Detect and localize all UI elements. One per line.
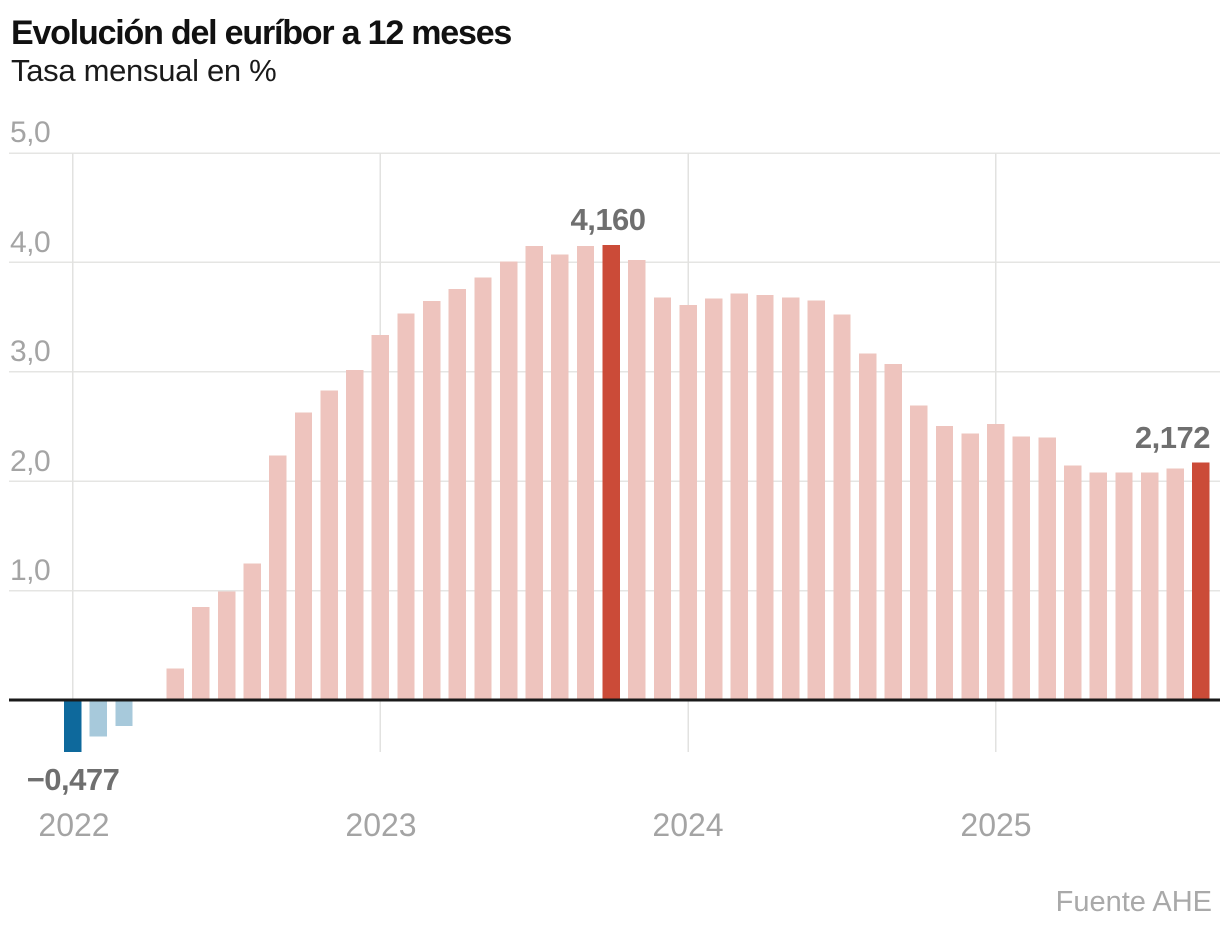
bar-2024-06 (807, 300, 825, 700)
y-axis-tick-5: 5,0 (10, 116, 51, 149)
bar-2022-01 (64, 700, 82, 753)
bar-2024-09 (884, 363, 902, 700)
bar-2024-10 (910, 405, 928, 700)
bar-2025-02 (1012, 436, 1031, 700)
bar-2024-08 (858, 353, 877, 700)
bar-2024-02 (705, 298, 723, 700)
x-axis-label-2022: 2022 (38, 807, 110, 843)
bar-2024-05 (782, 297, 800, 700)
bar-2023-12 (653, 297, 672, 700)
bar-2023-04 (448, 289, 466, 700)
bar-2025-09 (1192, 462, 1210, 700)
bar-2024-03 (730, 293, 749, 700)
bar-2024-04 (756, 294, 774, 700)
bar-2025-07 (1141, 472, 1159, 700)
bar-2024-07 (833, 314, 851, 700)
bar-2022-02 (89, 700, 107, 737)
bar-2024-12 (961, 433, 979, 700)
bar-2022-10 (294, 412, 313, 700)
bar-2025-05 (1089, 472, 1108, 700)
bar-2024-01 (679, 305, 697, 700)
bar-2023-09 (576, 246, 595, 700)
annotation-min-value: −0,477 (26, 762, 120, 797)
gridline-y-5.0 (9, 152, 1220, 154)
x-axis-label-2024: 2024 (652, 807, 724, 843)
bar-2025-01 (987, 423, 1005, 700)
bar-2023-11 (628, 260, 646, 700)
bar-2023-08 (551, 254, 569, 700)
y-axis-tick-4: 4,0 (10, 226, 51, 259)
bar-2023-07 (525, 246, 543, 700)
bar-2022-06 (192, 606, 210, 700)
chart-subtitle: Tasa mensual en % (11, 53, 277, 88)
annotation-last-value: 2,172 (1134, 420, 1211, 455)
y-axis-tick-2: 2,0 (10, 445, 51, 478)
x-axis-label-2025: 2025 (960, 807, 1032, 843)
bar-2022-12 (346, 369, 364, 700)
source-credit: Fuente AHE (1055, 886, 1212, 918)
bar-2023-10 (602, 244, 620, 700)
bar-2025-08 (1166, 468, 1184, 700)
x-axis-label-2023: 2023 (345, 807, 417, 843)
x-axis-line (9, 698, 1220, 702)
bar-2023-05 (474, 277, 492, 700)
bar-2022-07 (217, 591, 236, 700)
bar-2022-05 (166, 668, 184, 700)
bar-2025-06 (1115, 472, 1133, 700)
y-axis-tick-1: 1,0 (10, 554, 51, 587)
bar-2022-09 (269, 455, 287, 700)
annotation-peak-value: 4,160 (570, 202, 646, 237)
bar-2023-01 (371, 334, 390, 700)
bar-2024-11 (935, 425, 954, 700)
bar-2025-04 (1064, 465, 1082, 700)
bar-2022-03 (115, 700, 133, 726)
gridline-year-2022 (71, 153, 74, 752)
y-axis-tick-3: 3,0 (10, 335, 51, 368)
chart-title: Evolución del euríbor a 12 meses (11, 14, 512, 52)
bar-2025-03 (1038, 437, 1056, 700)
bar-2023-06 (499, 261, 518, 700)
bar-2023-02 (397, 313, 415, 700)
bar-2022-11 (320, 390, 338, 700)
bar-2023-03 (423, 301, 441, 700)
bar-2022-08 (243, 563, 261, 700)
